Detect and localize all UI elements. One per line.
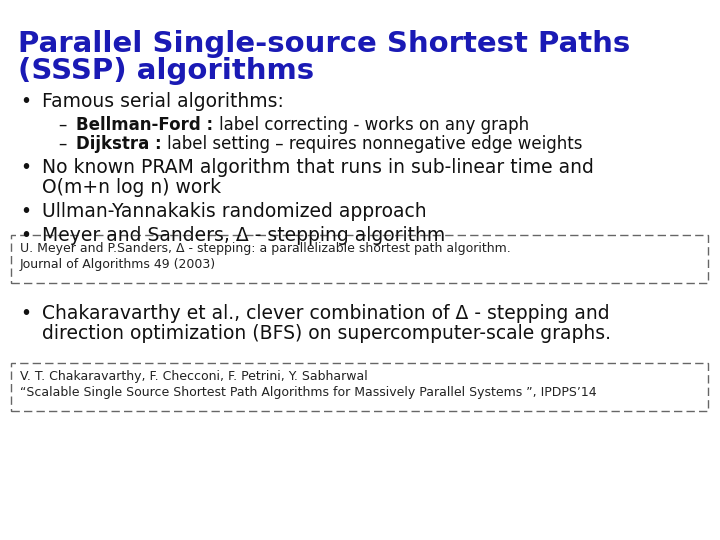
Text: •: • [20,92,31,111]
Text: No known PRAM algorithm that runs in sub-linear time and: No known PRAM algorithm that runs in sub… [42,158,594,177]
Text: label correcting - works on any graph: label correcting - works on any graph [219,116,529,134]
Text: direction optimization (BFS) on supercomputer-scale graphs.: direction optimization (BFS) on supercom… [42,324,611,343]
Text: Bellman-Ford :: Bellman-Ford : [76,116,219,134]
Text: Ullman-Yannakakis randomized approach: Ullman-Yannakakis randomized approach [42,202,427,221]
Text: –: – [58,135,66,153]
Text: Famous serial algorithms:: Famous serial algorithms: [42,92,284,111]
Text: “Scalable Single Source Shortest Path Algorithms for Massively Parallel Systems : “Scalable Single Source Shortest Path Al… [20,386,597,399]
Text: label setting – requires nonnegative edge weights: label setting – requires nonnegative edg… [167,135,583,153]
FancyBboxPatch shape [11,235,708,283]
Text: (SSSP) algorithms: (SSSP) algorithms [18,57,314,85]
Text: O(m+n log n) work: O(m+n log n) work [42,178,221,197]
Text: –: – [58,116,66,134]
Text: •: • [20,226,31,245]
Text: Journal of Algorithms 49 (2003): Journal of Algorithms 49 (2003) [20,258,216,271]
Text: •: • [20,202,31,221]
Text: Meyer and Sanders, Δ - stepping algorithm: Meyer and Sanders, Δ - stepping algorith… [42,226,445,245]
Text: •: • [20,158,31,177]
Text: V. T. Chakaravarthy, F. Checconi, F. Petrini, Y. Sabharwal: V. T. Chakaravarthy, F. Checconi, F. Pet… [20,370,368,383]
Text: •: • [20,304,31,323]
FancyBboxPatch shape [11,363,708,411]
Text: Parallel Single-source Shortest Paths: Parallel Single-source Shortest Paths [18,30,630,58]
Text: Dijkstra :: Dijkstra : [76,135,167,153]
Text: Chakaravarthy et al., clever combination of Δ - stepping and: Chakaravarthy et al., clever combination… [42,304,610,323]
Text: U. Meyer and P.Sanders, Δ - stepping: a parallelizable shortest path algorithm.: U. Meyer and P.Sanders, Δ - stepping: a … [20,242,510,255]
